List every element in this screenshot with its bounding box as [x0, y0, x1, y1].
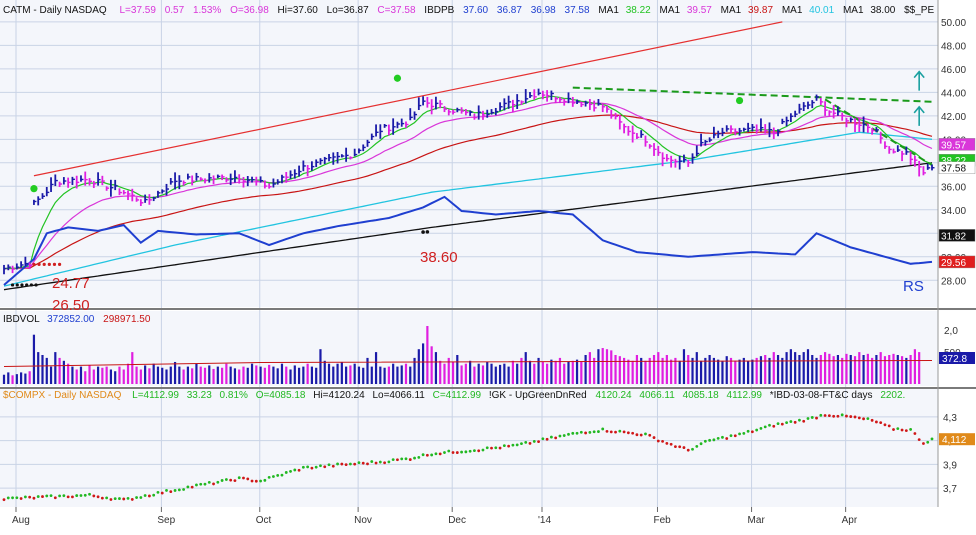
rs-label: RS: [903, 278, 924, 295]
trendline: [572, 86, 933, 103]
compx-panel-bg: [0, 389, 938, 507]
month-label: Feb: [653, 515, 671, 526]
price-legend: CATM - Daily NASDAQ L=37.59 0.57 1.53% O…: [3, 5, 934, 16]
trendline: [824, 98, 933, 167]
mid-label: 38.60: [420, 249, 458, 266]
volume-tick-label: 2,0: [944, 326, 958, 337]
price-tick-label: 34.00: [941, 206, 966, 217]
price-tick-label: 28.00: [941, 276, 966, 287]
price-tick-label: 46.00: [941, 65, 966, 76]
up-arrow-icon: [913, 105, 925, 126]
marker-dot: [47, 262, 51, 266]
low-label-2: 26.50: [52, 297, 90, 314]
compx-tick-label: 3,9: [943, 460, 957, 471]
grid: [0, 0, 938, 507]
price-tag-label: 29.56: [941, 258, 966, 269]
price-panel-bg: [0, 0, 938, 307]
volume-tag: [939, 352, 975, 364]
month-label: Apr: [842, 515, 858, 526]
month-label: Aug: [12, 515, 30, 526]
volume-layer: [2, 326, 933, 384]
price-tick-label: 50.00: [941, 18, 966, 29]
price-tag-label: 31.82: [941, 231, 966, 242]
marker-dot: [25, 283, 29, 287]
price-tick-label: 36.00: [941, 182, 966, 193]
month-label: Nov: [354, 515, 372, 526]
marker-dot: [20, 283, 24, 287]
month-label: Sep: [157, 515, 175, 526]
trendline: [33, 21, 783, 177]
price-tick-label: 44.00: [941, 88, 966, 99]
signal-dot: [393, 74, 402, 82]
volume-legend: IBDVOL 372852.00 298971.50: [3, 314, 151, 325]
date-axis: Aug Sep Oct Nov Dec '14 Feb Mar Apr: [12, 507, 858, 526]
price-tag: [938, 161, 976, 174]
signal-dot: [735, 96, 744, 105]
month-label: '14: [538, 515, 551, 526]
month-label: Mar: [748, 515, 766, 526]
marker-dot: [29, 283, 33, 287]
price-tag: [938, 138, 976, 151]
price-layer: [3, 21, 935, 291]
price-tick-label: 48.00: [941, 41, 966, 52]
volume-average-line: [3, 360, 933, 368]
price-tag: [938, 229, 976, 242]
signal-dot: [30, 185, 38, 193]
volume-tag-label: 372.8: [942, 354, 967, 365]
price-tag-label: 37.58: [941, 164, 966, 175]
price-tick-label: 42.00: [941, 112, 966, 123]
price-tag-label: 39.57: [941, 140, 966, 151]
compx-tag-label: 4,112: [942, 435, 967, 446]
month-label: Oct: [256, 515, 272, 526]
marker-dot: [42, 262, 46, 266]
month-label: Dec: [448, 515, 466, 526]
marker-dot: [37, 262, 41, 266]
marker-dot: [34, 283, 38, 287]
marker-dot: [32, 262, 36, 266]
marker-dot: [52, 262, 57, 266]
marker-dot: [421, 230, 425, 234]
compx-tick-label: 4,3: [943, 413, 957, 424]
compx-layer: [2, 413, 934, 502]
date-axis-bg: [0, 507, 976, 530]
price-tag: [938, 255, 976, 269]
up-arrow-icon: [913, 70, 925, 91]
compx-tag: [939, 433, 975, 446]
marker-dot: [57, 262, 62, 266]
compx-tick-label: 3,7: [943, 484, 957, 495]
price-axis: 50.0048.0046.0044.0042.0040.0038.0036.00…: [938, 18, 976, 495]
low-label-1: 24.77: [52, 275, 90, 292]
rs-line: [3, 195, 933, 286]
marker-dot: [15, 283, 19, 287]
compx-legend: $COMPX - Daily NASDAQ L=4112.99 33.23 0.…: [3, 390, 905, 401]
marker-dot: [10, 283, 15, 287]
ma-cyan-line: [3, 131, 933, 287]
ma-200-line: [3, 162, 933, 291]
marker-dot: [425, 230, 430, 234]
